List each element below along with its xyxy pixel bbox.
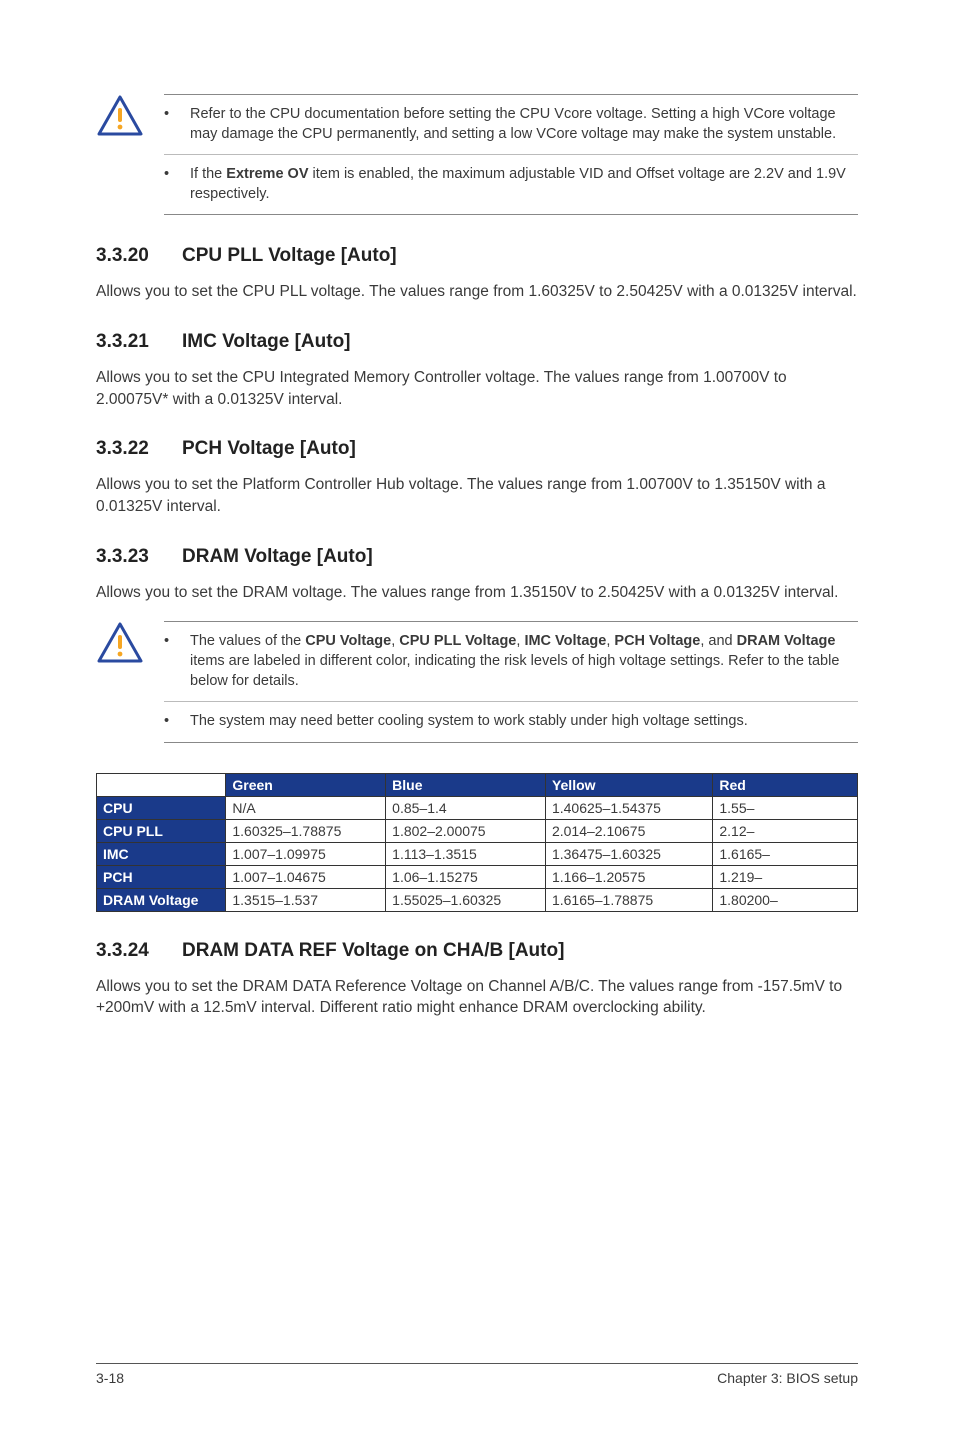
warning-item: • Refer to the CPU documentation before … (164, 105, 858, 144)
table-cell: 0.85–1.4 (386, 796, 546, 819)
bullet-icon: • (164, 105, 172, 144)
table-header: Red (713, 773, 858, 796)
table-cell: 1.007–1.09975 (226, 842, 386, 865)
warning-icon (96, 94, 144, 215)
table-row: PCH 1.007–1.04675 1.06–1.15275 1.166–1.2… (97, 865, 858, 888)
table-row-label: CPU (97, 796, 226, 819)
table-cell: 2.014–2.10675 (545, 819, 712, 842)
table-cell: 1.40625–1.54375 (545, 796, 712, 819)
section-body: Allows you to set the CPU PLL voltage. T… (96, 281, 858, 303)
table-header-row: Green Blue Yellow Red (97, 773, 858, 796)
table-row: DRAM Voltage 1.3515–1.537 1.55025–1.6032… (97, 888, 858, 911)
section-heading-3-3-21: 3.3.21IMC Voltage [Auto] (96, 331, 858, 353)
section-heading-3-3-20: 3.3.20CPU PLL Voltage [Auto] (96, 245, 858, 267)
section-heading-3-3-23: 3.3.23DRAM Voltage [Auto] (96, 546, 858, 568)
table-corner-cell (97, 773, 226, 796)
page-footer: 3-18 Chapter 3: BIOS setup (96, 1363, 858, 1386)
table-row-label: DRAM Voltage (97, 888, 226, 911)
table-cell: N/A (226, 796, 386, 819)
warning-block-2: • The values of the CPU Voltage, CPU PLL… (96, 621, 858, 742)
bullet-icon: • (164, 165, 172, 204)
bullet-icon: • (164, 632, 172, 691)
table-header: Blue (386, 773, 546, 796)
page-number: 3-18 (96, 1370, 124, 1386)
table-row: IMC 1.007–1.09975 1.113–1.3515 1.36475–1… (97, 842, 858, 865)
warning-text-1: • Refer to the CPU documentation before … (164, 94, 858, 215)
section-body: Allows you to set the CPU Integrated Mem… (96, 367, 858, 410)
table-cell: 1.166–1.20575 (545, 865, 712, 888)
voltage-color-table: Green Blue Yellow Red CPU N/A 0.85–1.4 1… (96, 773, 858, 912)
table-cell: 1.80200– (713, 888, 858, 911)
warning-item: • The system may need better cooling sys… (164, 712, 858, 732)
table-row-label: PCH (97, 865, 226, 888)
table-row-label: CPU PLL (97, 819, 226, 842)
warning-item: • The values of the CPU Voltage, CPU PLL… (164, 632, 858, 691)
table-row: CPU N/A 0.85–1.4 1.40625–1.54375 1.55– (97, 796, 858, 819)
bullet-icon: • (164, 712, 172, 732)
table-cell: 1.36475–1.60325 (545, 842, 712, 865)
warning-item: • If the Extreme OV item is enabled, the… (164, 165, 858, 204)
warning-item-text: The system may need better cooling syste… (190, 712, 858, 732)
chapter-label: Chapter 3: BIOS setup (717, 1370, 858, 1386)
table-cell: 1.6165– (713, 842, 858, 865)
table-cell: 1.06–1.15275 (386, 865, 546, 888)
warning-icon (96, 621, 144, 742)
table-cell: 1.219– (713, 865, 858, 888)
section-body: Allows you to set the Platform Controlle… (96, 474, 858, 517)
section-heading-3-3-22: 3.3.22PCH Voltage [Auto] (96, 438, 858, 460)
table-cell: 1.3515–1.537 (226, 888, 386, 911)
table-row: CPU PLL 1.60325–1.78875 1.802–2.00075 2.… (97, 819, 858, 842)
table-cell: 1.007–1.04675 (226, 865, 386, 888)
table-cell: 1.113–1.3515 (386, 842, 546, 865)
warning-item-text: If the Extreme OV item is enabled, the m… (190, 165, 858, 204)
table-cell: 1.6165–1.78875 (545, 888, 712, 911)
section-body: Allows you to set the DRAM voltage. The … (96, 582, 858, 604)
table-cell: 2.12– (713, 819, 858, 842)
warning-item-text: Refer to the CPU documentation before se… (190, 105, 858, 144)
table-cell: 1.60325–1.78875 (226, 819, 386, 842)
warning-item-text: The values of the CPU Voltage, CPU PLL V… (190, 632, 858, 691)
table-cell: 1.55025–1.60325 (386, 888, 546, 911)
table-header: Yellow (545, 773, 712, 796)
table-cell: 1.802–2.00075 (386, 819, 546, 842)
table-header: Green (226, 773, 386, 796)
warning-text-2: • The values of the CPU Voltage, CPU PLL… (164, 621, 858, 742)
section-heading-3-3-24: 3.3.24DRAM DATA REF Voltage on CHA/B [Au… (96, 940, 858, 962)
warning-block-1: • Refer to the CPU documentation before … (96, 94, 858, 215)
table-row-label: IMC (97, 842, 226, 865)
table-cell: 1.55– (713, 796, 858, 819)
section-body: Allows you to set the DRAM DATA Referenc… (96, 976, 858, 1019)
